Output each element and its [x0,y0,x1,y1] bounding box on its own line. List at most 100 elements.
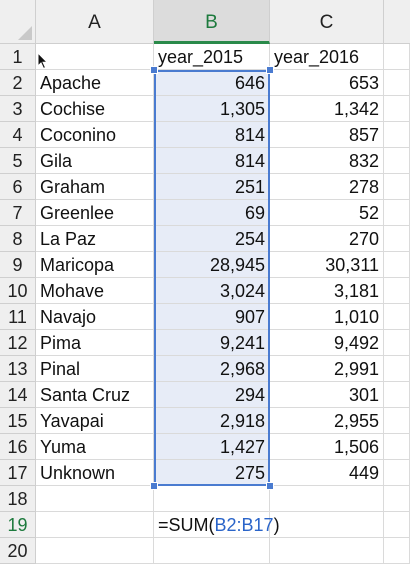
cell-d20[interactable] [384,538,410,564]
cell-a9[interactable]: Maricopa [36,252,154,278]
row-header-13[interactable]: 13 [0,356,36,382]
cell-b5[interactable]: 814 [154,148,270,174]
cell-c15[interactable]: 2,955 [270,408,384,434]
cell-a12[interactable]: Pima [36,330,154,356]
cell-b2[interactable]: 646 [154,70,270,96]
cell-b14[interactable]: 294 [154,382,270,408]
cell-a2[interactable]: Apache [36,70,154,96]
cell-a14[interactable]: Santa Cruz [36,382,154,408]
range-handle-top-left[interactable] [150,66,158,74]
cell-c11[interactable]: 1,010 [270,304,384,330]
row-header-5[interactable]: 5 [0,148,36,174]
row-header-12[interactable]: 12 [0,330,36,356]
row-header-18[interactable]: 18 [0,486,36,512]
cell-a19[interactable] [36,512,154,538]
column-header-a[interactable]: A [36,0,154,44]
cell-b11[interactable]: 907 [154,304,270,330]
cell-b13[interactable]: 2,968 [154,356,270,382]
cell-d11[interactable] [384,304,410,330]
row-header-14[interactable]: 14 [0,382,36,408]
cell-d2[interactable] [384,70,410,96]
row-header-6[interactable]: 6 [0,174,36,200]
row-header-16[interactable]: 16 [0,434,36,460]
cell-a15[interactable]: Yavapai [36,408,154,434]
cell-a13[interactable]: Pinal [36,356,154,382]
cell-c14[interactable]: 301 [270,382,384,408]
cell-d15[interactable] [384,408,410,434]
row-header-10[interactable]: 10 [0,278,36,304]
row-header-7[interactable]: 7 [0,200,36,226]
cell-b3[interactable]: 1,305 [154,96,270,122]
cell-c4[interactable]: 857 [270,122,384,148]
row-header-17[interactable]: 17 [0,460,36,486]
cell-a6[interactable]: Graham [36,174,154,200]
cell-a1[interactable] [36,44,154,70]
cell-d19[interactable] [384,512,410,538]
cell-c10[interactable]: 3,181 [270,278,384,304]
cell-a20[interactable] [36,538,154,564]
select-all-corner[interactable] [0,0,36,44]
cell-d9[interactable] [384,252,410,278]
row-header-20[interactable]: 20 [0,538,36,564]
cell-b17[interactable]: 275 [154,460,270,486]
cell-d5[interactable] [384,148,410,174]
cell-a16[interactable]: Yuma [36,434,154,460]
cell-b16[interactable]: 1,427 [154,434,270,460]
cell-d4[interactable] [384,122,410,148]
row-header-19[interactable]: 19 [0,512,36,538]
cell-d8[interactable] [384,226,410,252]
cell-a3[interactable]: Cochise [36,96,154,122]
cell-c9[interactable]: 30,311 [270,252,384,278]
cell-a7[interactable]: Greenlee [36,200,154,226]
cell-c17[interactable]: 449 [270,460,384,486]
cell-c18[interactable] [270,486,384,512]
cell-d12[interactable] [384,330,410,356]
range-handle-bottom-left[interactable] [150,482,158,490]
cell-d1[interactable] [384,44,410,70]
cell-c19[interactable] [270,512,384,538]
row-header-11[interactable]: 11 [0,304,36,330]
row-header-8[interactable]: 8 [0,226,36,252]
cell-a11[interactable]: Navajo [36,304,154,330]
cell-a10[interactable]: Mohave [36,278,154,304]
cell-b4[interactable]: 814 [154,122,270,148]
cell-b8[interactable]: 254 [154,226,270,252]
range-handle-bottom-right[interactable] [266,482,274,490]
cell-c20[interactable] [270,538,384,564]
cell-d18[interactable] [384,486,410,512]
cell-b6[interactable]: 251 [154,174,270,200]
cell-c12[interactable]: 9,492 [270,330,384,356]
cell-b10[interactable]: 3,024 [154,278,270,304]
row-header-4[interactable]: 4 [0,122,36,148]
cell-a4[interactable]: Coconino [36,122,154,148]
cell-a18[interactable] [36,486,154,512]
row-header-2[interactable]: 2 [0,70,36,96]
cell-a5[interactable]: Gila [36,148,154,174]
column-header-b[interactable]: B [154,0,270,44]
row-header-9[interactable]: 9 [0,252,36,278]
cell-d17[interactable] [384,460,410,486]
formula-editing-cell[interactable]: =SUM(B2:B17) [154,512,270,538]
cell-b1[interactable]: year_2015 [154,44,270,70]
cell-b20[interactable] [154,538,270,564]
cell-c6[interactable]: 278 [270,174,384,200]
cell-b7[interactable]: 69 [154,200,270,226]
row-header-1[interactable]: 1 [0,44,36,70]
cell-b18[interactable] [154,486,270,512]
cell-d13[interactable] [384,356,410,382]
column-header-c[interactable]: C [270,0,384,44]
cell-c3[interactable]: 1,342 [270,96,384,122]
cell-c2[interactable]: 653 [270,70,384,96]
cell-c13[interactable]: 2,991 [270,356,384,382]
cell-c1[interactable]: year_2016 [270,44,384,70]
cell-a8[interactable]: La Paz [36,226,154,252]
cell-a17[interactable]: Unknown [36,460,154,486]
cell-c5[interactable]: 832 [270,148,384,174]
cell-d6[interactable] [384,174,410,200]
cell-d14[interactable] [384,382,410,408]
cell-b15[interactable]: 2,918 [154,408,270,434]
row-header-15[interactable]: 15 [0,408,36,434]
cell-d10[interactable] [384,278,410,304]
cell-c16[interactable]: 1,506 [270,434,384,460]
cell-c8[interactable]: 270 [270,226,384,252]
